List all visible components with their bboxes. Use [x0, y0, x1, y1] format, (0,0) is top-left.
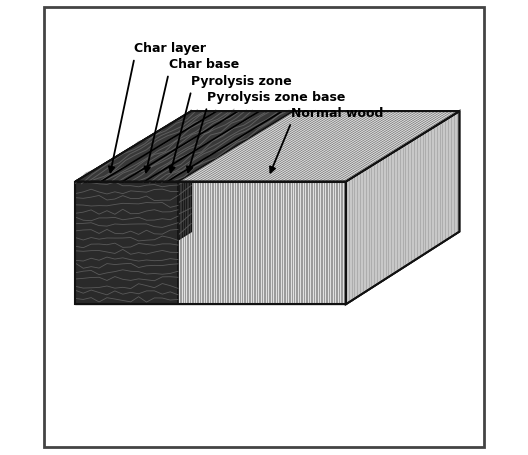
FancyBboxPatch shape	[43, 7, 485, 448]
Polygon shape	[76, 182, 178, 304]
Polygon shape	[76, 112, 191, 304]
Polygon shape	[76, 112, 459, 182]
Text: Pyrolysis zone base: Pyrolysis zone base	[207, 91, 345, 104]
Polygon shape	[76, 232, 459, 304]
Polygon shape	[76, 112, 293, 182]
Text: Pyrolysis zone: Pyrolysis zone	[191, 75, 292, 88]
Polygon shape	[76, 182, 346, 304]
Text: Char base: Char base	[168, 58, 239, 71]
Text: Char layer: Char layer	[135, 42, 206, 55]
Text: Normal wood: Normal wood	[291, 106, 384, 120]
Polygon shape	[346, 112, 459, 304]
